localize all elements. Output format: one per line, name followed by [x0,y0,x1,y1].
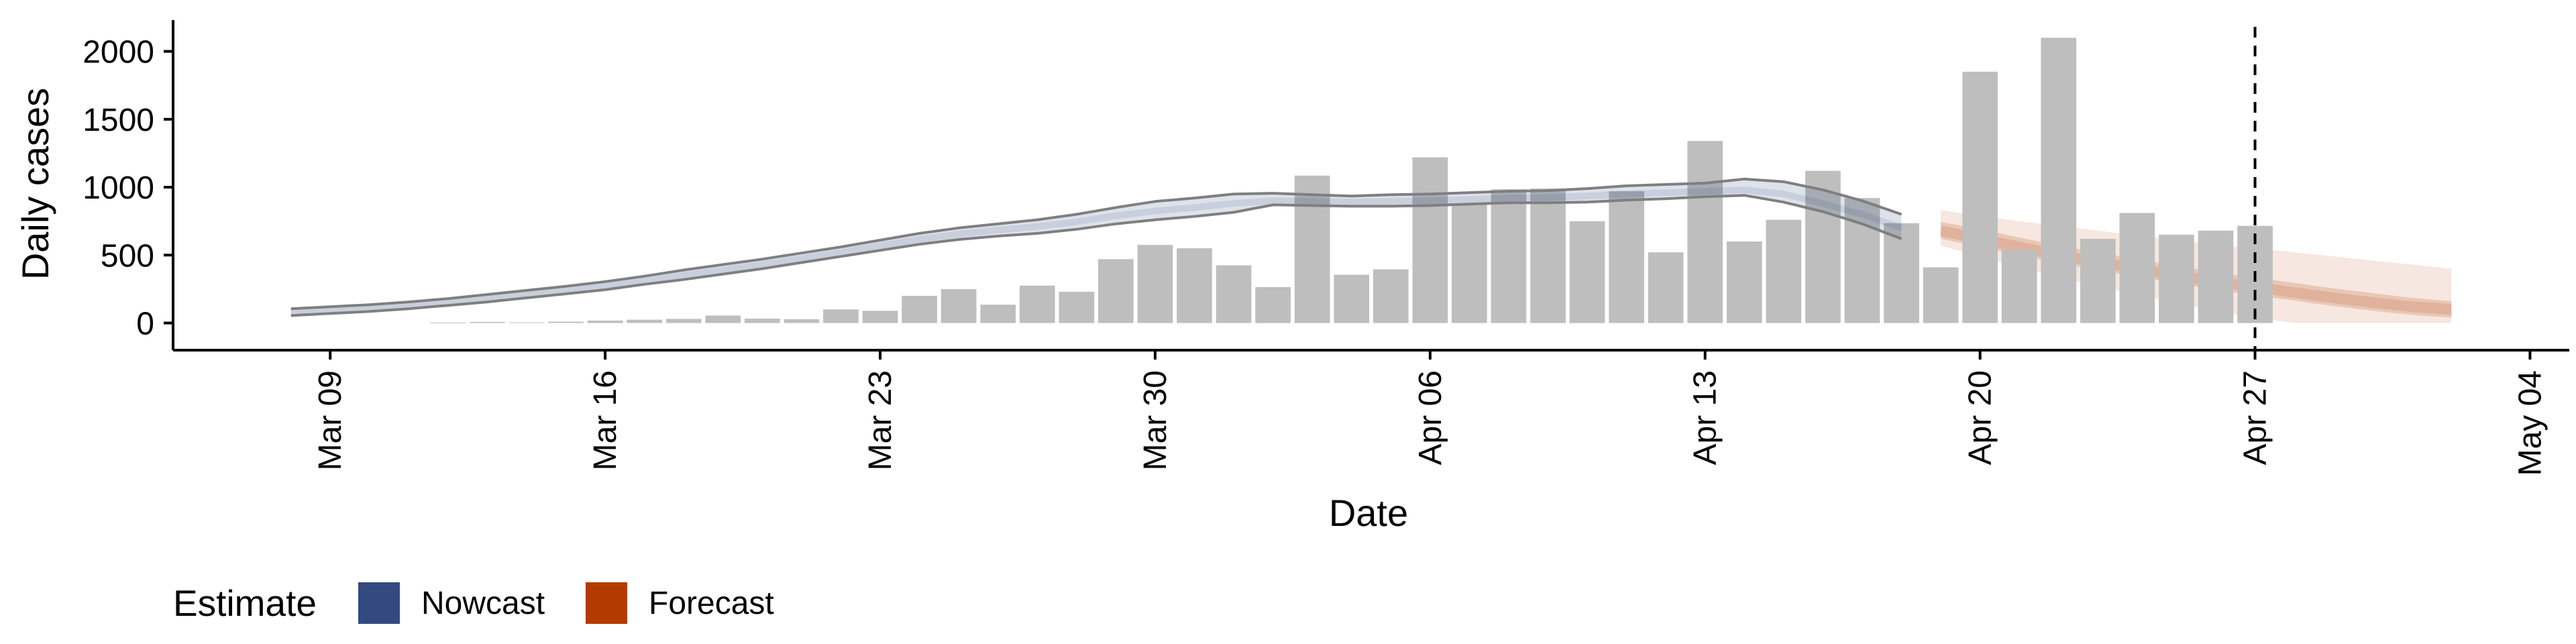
bar [1530,189,1566,323]
bar [1019,285,1055,323]
nowcast-band-90 [290,178,1902,316]
bar [2001,250,2037,323]
x-tick-label: Apr 06 [1413,370,1448,465]
x-tick-label: Mar 16 [588,370,623,470]
nowcast-lower-line [290,194,1902,317]
bar [1609,191,1644,323]
y-tick-label: 500 [101,238,154,274]
bar [745,319,780,323]
bar [902,296,937,323]
bar [2041,38,2077,323]
legend-label-nowcast: Nowcast [421,586,545,621]
y-tick-label: 0 [136,307,154,342]
legend-label-forecast: Forecast [649,586,774,621]
bar [1294,175,1330,323]
bar [1334,274,1370,323]
y-tick-label: 1500 [83,103,154,138]
bar [665,319,702,323]
x-tick-label: Apr 20 [1963,370,1998,465]
x-axis-title: Date [1329,492,1408,534]
bar [2198,230,2234,323]
legend-swatch-forecast [586,582,627,624]
bar [548,321,584,323]
y-axis-title: Daily cases [14,88,56,280]
legend-title: Estimate [173,582,317,624]
bar [705,315,741,323]
bar [1923,267,1959,323]
forecast-median [1939,225,2452,315]
bar [1098,259,1134,323]
x-tick-label: Apr 13 [1688,370,1723,465]
x-tick-label: Mar 09 [313,370,348,470]
bar [1766,219,1802,323]
bar [1687,141,1723,323]
nowcast-upper-line [290,177,1902,311]
estimate-lines [290,177,1902,317]
x-tick-label: Mar 30 [1138,370,1173,470]
bar [1569,221,1605,323]
bar [1452,204,1487,323]
y-tick-label: 2000 [83,35,154,70]
bar [941,288,977,323]
legend: Estimate Nowcast Forecast [173,582,774,624]
bar [587,320,623,323]
bar [1648,252,1684,323]
bar [1255,286,1291,323]
bar [862,311,898,323]
bar [1962,71,1998,323]
y-tick-label: 1000 [83,170,154,206]
bar [980,305,1016,323]
nowcast-bands [290,178,1903,316]
bars [430,38,2273,323]
bar [1059,291,1095,323]
bar [1412,157,1448,323]
bar [1491,189,1527,323]
bar [1884,223,1919,323]
x-tick-label: Mar 23 [863,370,898,470]
axes: 0 500 1000 1500 2000 Mar 09 Mar 16 Mar 23 Mar 30… [83,20,2569,476]
bar [1805,170,1841,323]
bar [784,319,820,323]
forecast-band-50 [1941,221,2452,318]
bar [1216,265,1252,323]
bar [627,319,662,323]
bar [823,309,859,323]
bar [1177,248,1212,323]
x-tick-label: Apr 27 [2238,370,2273,465]
x-tick-label: May 04 [2512,370,2548,476]
legend-swatch-nowcast [358,582,400,624]
bar [1373,269,1409,323]
bar [1137,245,1173,323]
nowcast-median [290,186,1903,316]
bar [2080,239,2116,323]
bar [2119,213,2155,323]
bar [1726,241,1762,323]
bar [470,321,505,323]
bar [2159,234,2194,323]
